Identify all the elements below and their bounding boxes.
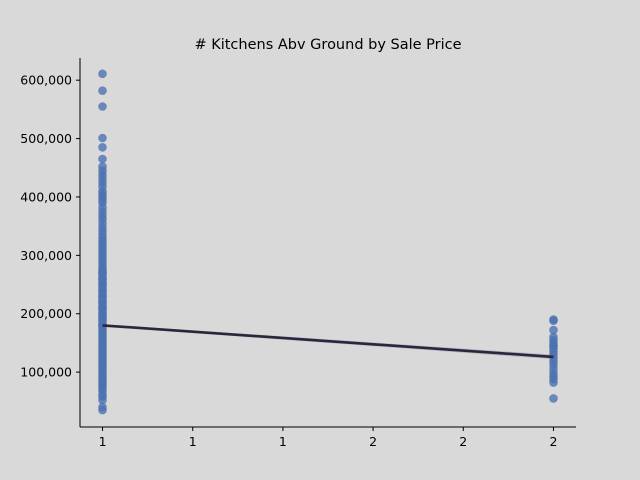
x-tick-label: 2 (459, 434, 467, 449)
y-tick-label: 200,000 (20, 306, 72, 321)
scatter-point (549, 325, 558, 335)
regression-line (102, 324, 554, 359)
y-tick-label: 600,000 (20, 73, 72, 88)
scatter-point (98, 315, 107, 324)
y-axis-ticks: 100,000 200,000 300,000 400,000 500,000 600,0… (20, 73, 80, 380)
scatter-point (98, 133, 107, 143)
scatter-point (549, 341, 558, 351)
scatter-point (98, 286, 107, 295)
y-tick-label: 300,000 (20, 248, 72, 263)
x-axis-ticks: 1 1 1 2 2 2 (99, 427, 557, 449)
y-tick-label: 500,000 (20, 131, 72, 146)
scatter-point (98, 297, 107, 307)
scatter-point (549, 332, 558, 342)
scatter-point (98, 143, 107, 152)
scatter-point (98, 69, 107, 79)
scatter-point (98, 402, 107, 412)
scatter-point (98, 154, 107, 164)
y-tick-label: 100,000 (20, 365, 72, 380)
scatter-points (98, 69, 558, 415)
x-tick-label: 1 (99, 434, 107, 449)
y-tick-label: 400,000 (20, 189, 72, 204)
scatter-point (549, 315, 558, 324)
axes (79, 58, 576, 428)
scatter-point (549, 394, 558, 403)
scatter-point (98, 102, 107, 111)
scatter-point (98, 268, 107, 278)
scatter-point (98, 86, 107, 95)
x-tick-label: 2 (549, 434, 557, 449)
x-tick-label: 1 (189, 434, 197, 449)
chart-title: # Kitchens Abv Ground by Sale Price (194, 37, 461, 53)
regression-line-layer (102, 324, 554, 359)
x-tick-label: 1 (279, 434, 287, 449)
scatter-point (98, 162, 107, 171)
x-tick-label: 2 (369, 434, 377, 449)
